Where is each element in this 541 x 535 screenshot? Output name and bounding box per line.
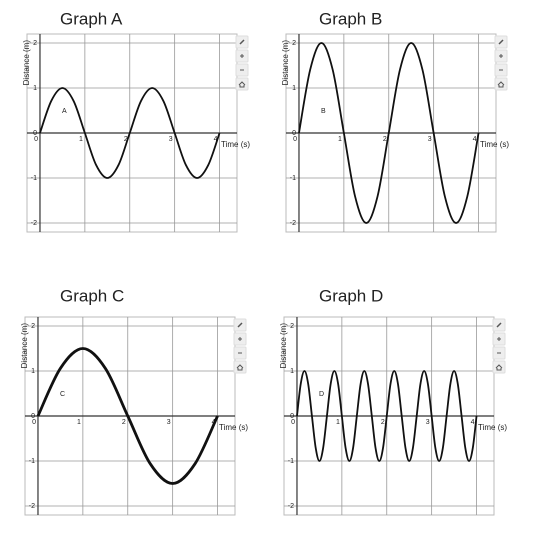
- icon: [237, 322, 243, 328]
- y-tick-label: 1: [31, 368, 35, 375]
- annotation: A: [62, 108, 67, 115]
- y-tick-label: 1: [33, 85, 37, 92]
- icon: [496, 322, 502, 328]
- y-axis-label: Distance (m): [22, 40, 31, 86]
- annotation: C: [60, 391, 65, 398]
- y-axis-label: Distance (m): [281, 40, 290, 86]
- graph-title: Graph B: [319, 9, 382, 28]
- y-tick-label: -1: [31, 175, 37, 182]
- y-tick-label: -2: [31, 220, 37, 227]
- x-tick-label: 3: [167, 419, 171, 426]
- x-axis-label: Time (s): [478, 423, 507, 432]
- graph-title: Graph C: [60, 286, 124, 305]
- y-tick-label: 2: [31, 323, 35, 330]
- y-tick-label: 1: [290, 368, 294, 375]
- x-tick-label: 2: [122, 419, 126, 426]
- icon: [498, 39, 504, 45]
- x-tick-label: 2: [383, 136, 387, 143]
- x-tick-label: 2: [124, 136, 128, 143]
- annotation: D: [319, 391, 324, 398]
- curve: [39, 87, 221, 179]
- x-tick-label: 0: [293, 136, 297, 143]
- x-tick-label: 1: [79, 136, 83, 143]
- icon: [239, 39, 245, 45]
- x-axis-label: Time (s): [480, 140, 509, 149]
- x-tick-label: 3: [426, 419, 430, 426]
- x-tick-label: 4: [214, 136, 218, 143]
- icon: [238, 81, 246, 88]
- x-tick-label: 4: [473, 136, 477, 143]
- x-tick-label: 3: [169, 136, 173, 143]
- y-tick-label: -2: [288, 503, 294, 510]
- y-axis-label: Distance (m): [279, 323, 288, 369]
- tool-button[interactable]: [492, 360, 506, 374]
- curve: [298, 42, 480, 224]
- x-tick-label: 1: [338, 136, 342, 143]
- x-tick-label: 0: [291, 419, 295, 426]
- graph-title: Graph D: [319, 286, 383, 305]
- y-tick-label: 2: [33, 40, 37, 47]
- x-axis-label: Time (s): [221, 140, 250, 149]
- y-tick-label: 1: [292, 85, 296, 92]
- x-tick-label: 0: [34, 136, 38, 143]
- y-tick-label: 0: [31, 413, 35, 420]
- y-tick-label: 0: [290, 413, 294, 420]
- y-tick-label: 0: [33, 130, 37, 137]
- y-tick-label: -1: [290, 175, 296, 182]
- x-tick-label: 2: [381, 419, 385, 426]
- curve: [296, 370, 478, 462]
- y-tick-label: -2: [290, 220, 296, 227]
- icon: [497, 81, 505, 88]
- y-tick-label: -1: [29, 458, 35, 465]
- x-tick-label: 4: [471, 419, 475, 426]
- icon: [495, 364, 503, 371]
- annotation: B: [321, 108, 326, 115]
- x-tick-label: 1: [336, 419, 340, 426]
- curve: [36, 347, 219, 485]
- y-axis-label: Distance (m): [20, 323, 29, 369]
- y-tick-label: 0: [292, 130, 296, 137]
- tool-button[interactable]: [235, 77, 249, 91]
- graph-title: Graph A: [60, 9, 123, 28]
- y-tick-label: -2: [29, 503, 35, 510]
- tool-button[interactable]: [494, 77, 508, 91]
- y-tick-label: -1: [288, 458, 294, 465]
- x-tick-label: 1: [77, 419, 81, 426]
- tool-button[interactable]: [233, 360, 247, 374]
- icon: [236, 364, 244, 371]
- x-axis-label: Time (s): [219, 423, 248, 432]
- y-tick-label: 2: [290, 323, 294, 330]
- x-tick-label: 0: [32, 419, 36, 426]
- x-tick-label: 3: [428, 136, 432, 143]
- y-tick-label: 2: [292, 40, 296, 47]
